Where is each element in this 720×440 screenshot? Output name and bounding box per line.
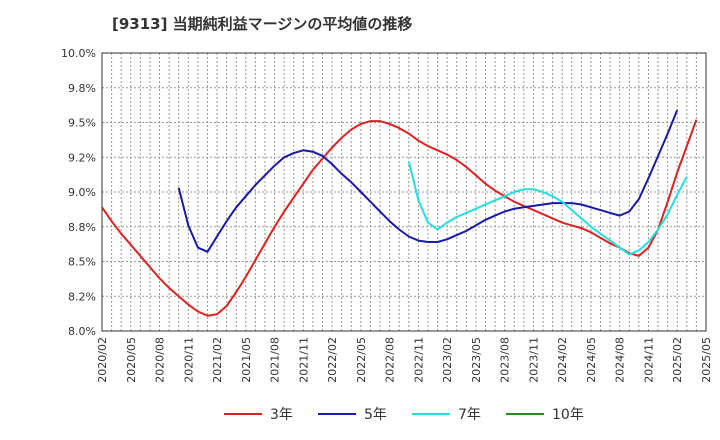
x-tick-label: 2020/08: [154, 337, 167, 383]
x-tick-label: 2022/02: [326, 337, 339, 383]
legend-swatch: [412, 413, 450, 415]
series-line-3年: [101, 119, 698, 317]
y-tick-label: 10.0%: [61, 47, 96, 60]
y-tick-label: 9.2%: [68, 151, 96, 164]
x-tick-label: 2022/11: [412, 337, 425, 383]
y-tick-label: 8.5%: [68, 256, 96, 269]
legend-swatch: [318, 413, 356, 415]
y-tick-label: 8.8%: [68, 221, 96, 234]
x-tick-label: 2024/05: [585, 337, 598, 383]
x-tick-label: 2024/11: [642, 337, 655, 383]
y-tick-label: 8.2%: [68, 290, 96, 303]
plot-frame: [101, 52, 707, 332]
x-tick-label: 2023/11: [527, 337, 540, 383]
x-tick-label: 2022/05: [355, 337, 368, 383]
legend-label: 5年: [364, 407, 387, 423]
series-line-5年: [177, 109, 679, 253]
line-chart: 8.0% 8.2% 8.5% 8.8% 9.0% 9.2% 9.5% 9.8% 10.0% 202…: [61, 47, 713, 383]
legend-label: 10年: [552, 407, 584, 423]
x-tick-label: 2024/08: [614, 337, 627, 383]
x-tick-label: 2022/08: [384, 337, 397, 383]
x-tick-label: 2023/05: [470, 337, 483, 383]
x-tick-label: 2020/02: [96, 337, 109, 383]
legend-item: 7年: [412, 402, 481, 426]
legend-swatch: [224, 413, 262, 415]
y-tick-label: 9.8%: [68, 82, 96, 95]
legend-item: 5年: [318, 402, 387, 426]
x-tick-label: 2024/02: [556, 337, 569, 383]
x-tick-label: 2021/08: [269, 337, 282, 383]
x-tick-label: 2021/05: [240, 337, 253, 383]
legend-label: 3年: [270, 407, 293, 423]
legend: 3年 5年 7年 10年: [0, 402, 720, 426]
x-tick-label: 2025/02: [671, 337, 684, 383]
legend-label: 7年: [458, 407, 481, 423]
legend-item: 3年: [224, 402, 293, 426]
x-tick-label: 2023/08: [499, 337, 512, 383]
x-tick-label: 2023/02: [441, 337, 454, 383]
x-tick-label: 2021/11: [297, 337, 310, 383]
chart-title: [9313] 当期純利益マージンの平均値の推移: [112, 15, 413, 33]
series-line-7年: [407, 161, 688, 256]
x-tick-label: 2020/11: [182, 337, 195, 383]
x-tick-label: 2025/05: [700, 337, 713, 383]
x-tick-label: 2021/02: [211, 337, 224, 383]
y-tick-label: 9.0%: [68, 186, 96, 199]
y-tick-label: 9.5%: [68, 117, 96, 130]
x-tick-label: 2020/05: [125, 337, 138, 383]
y-tick-label: 8.0%: [68, 325, 96, 338]
legend-swatch: [506, 413, 544, 415]
legend-item: 10年: [506, 402, 584, 426]
